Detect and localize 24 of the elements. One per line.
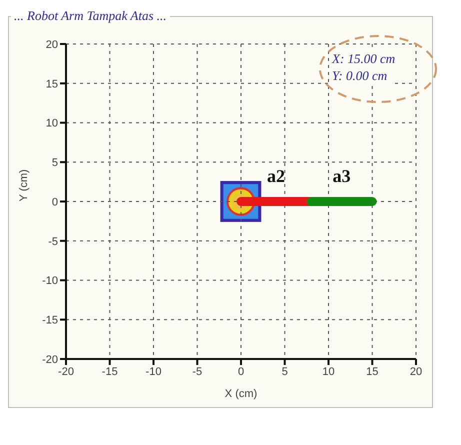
x-tick-label: 15 [366, 366, 378, 378]
x-tick-label: 5 [282, 366, 288, 378]
y-tick-label: 0 [52, 196, 58, 208]
x-tick-label: -5 [192, 366, 202, 378]
x-tick-label: 10 [322, 366, 335, 378]
x-tick-label: -10 [146, 366, 162, 378]
x-axis-title: X (cm) [224, 388, 258, 400]
y-tick-label: 15 [46, 78, 58, 90]
series-label: a3 [332, 166, 352, 186]
series-label: a2 [266, 166, 286, 186]
annotation: Y: 0.00 cm [332, 67, 388, 84]
x-tick-label: 0 [238, 366, 244, 378]
annotation: X: 15.00 cm [332, 50, 396, 67]
x-tick-label: 20 [410, 366, 422, 378]
y-tick-label: -10 [42, 275, 58, 288]
x-tick-label: -15 [102, 366, 118, 378]
y-tick-label: 20 [46, 38, 58, 51]
y-axis-title: Y (cm) [18, 169, 30, 202]
y-tick-label: 5 [52, 157, 58, 170]
y-tick-label: -20 [42, 354, 58, 366]
chart-title: ... Robot Arm Tampak Atas ... [13, 8, 168, 24]
y-tick-label: -15 [42, 314, 58, 327]
y-tick-label: 10 [46, 118, 58, 130]
y-tick-label: -5 [48, 236, 58, 248]
